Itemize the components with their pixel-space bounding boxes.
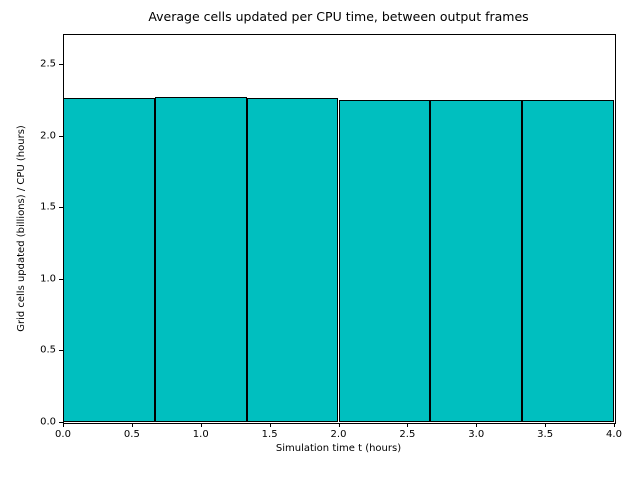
- y-tick-label: 1.5: [40, 201, 56, 213]
- x-tick-label: 3.0: [468, 429, 485, 440]
- y-tick-label: 2.0: [40, 130, 56, 142]
- chart-title: Average cells updated per CPU time, betw…: [148, 9, 529, 24]
- y-tick-mark: [59, 207, 63, 209]
- x-tick-mark: [476, 423, 478, 427]
- y-tick-mark: [59, 278, 63, 280]
- y-tick-mark: [59, 350, 63, 352]
- y-tick-mark: [59, 64, 63, 66]
- x-axis-label: Simulation time t (hours): [275, 443, 402, 454]
- x-tick-mark: [131, 423, 133, 427]
- y-tick-label: 1.0: [40, 273, 56, 285]
- y-tick-mark: [59, 422, 63, 423]
- x-tick-mark: [614, 423, 615, 427]
- x-tick-mark: [63, 423, 64, 427]
- bar: [522, 99, 614, 422]
- y-tick-mark: [59, 135, 63, 137]
- x-tick-label: 2.5: [399, 429, 416, 440]
- x-tick-label: 0.0: [55, 429, 71, 440]
- x-tick-label: 1.5: [261, 429, 278, 440]
- bar: [430, 99, 523, 422]
- bar: [338, 99, 431, 422]
- bar: [154, 96, 247, 422]
- x-tick-label: 1.0: [192, 429, 209, 440]
- bar: [246, 98, 339, 422]
- bar: [63, 98, 155, 422]
- y-tick-label: 0.0: [40, 416, 56, 428]
- y-tick-label: 2.5: [40, 58, 56, 70]
- x-tick-mark: [407, 423, 409, 427]
- y-axis-label: Grid cells updated (billions) / CPU (hou…: [15, 124, 27, 332]
- x-tick-mark: [269, 423, 271, 427]
- x-tick-label: 3.5: [537, 429, 554, 440]
- y-tick-label: 0.5: [40, 344, 56, 356]
- x-tick-mark: [545, 423, 547, 427]
- x-tick-label: 4.0: [606, 429, 622, 440]
- x-tick-mark: [200, 423, 202, 427]
- y-axis-label-container: Grid cells updated (billions) / CPU (hou…: [6, 34, 36, 422]
- x-tick-mark: [338, 423, 340, 427]
- x-tick-label: 0.5: [123, 429, 140, 440]
- x-tick-label: 2.0: [330, 429, 347, 440]
